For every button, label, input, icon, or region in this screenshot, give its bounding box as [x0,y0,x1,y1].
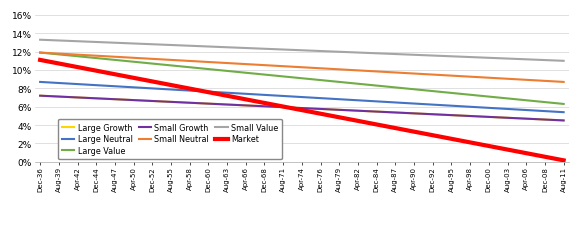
Legend: Large Growth, Large Neutral, Large Value, Small Growth, Small Neutral, Small Val: Large Growth, Large Neutral, Large Value… [58,119,282,160]
